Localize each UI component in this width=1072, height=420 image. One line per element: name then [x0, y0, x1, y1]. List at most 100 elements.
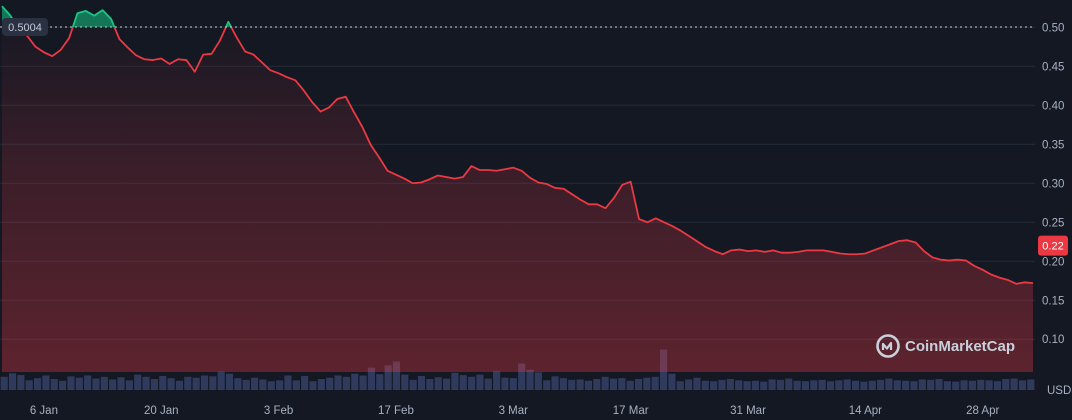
- volume-bar: [835, 380, 843, 390]
- volume-bar: [826, 381, 835, 390]
- volume-bar: [768, 379, 776, 390]
- y-tick-label: 0.10: [1042, 334, 1064, 346]
- volume-bar: [259, 379, 267, 390]
- volume-bar: [134, 374, 142, 390]
- volume-bar: [701, 380, 709, 390]
- volume-bar: [125, 380, 133, 390]
- volume-bar: [342, 376, 350, 390]
- volume-bar: [743, 381, 751, 390]
- x-tick-label: 31 Mar: [730, 405, 766, 417]
- volume-bar: [309, 381, 317, 390]
- y-tick-label: 0.15: [1042, 295, 1064, 307]
- volume-bar: [109, 379, 117, 390]
- volume-bar: [392, 361, 401, 390]
- volume-bar: [785, 378, 793, 390]
- volume-bar: [801, 381, 810, 390]
- volume-bar: [251, 377, 259, 390]
- volume-bar: [993, 381, 1002, 390]
- volume-bar: [626, 380, 634, 390]
- volume-bar: [735, 380, 743, 390]
- volume-bar: [910, 381, 918, 390]
- volume-bar: [509, 378, 517, 390]
- volume-bar: [1010, 378, 1018, 390]
- volume-bar: [968, 380, 976, 390]
- volume-bar: [676, 381, 684, 390]
- volume-bar: [902, 380, 910, 390]
- current-price-label: 0.22: [1042, 241, 1063, 253]
- y-tick-label: 0.35: [1042, 139, 1064, 151]
- volume-bar: [693, 377, 701, 390]
- volume-bar: [559, 378, 567, 390]
- area-above-reference: [2, 6, 1033, 27]
- volume-bar: [576, 379, 584, 390]
- volume-bar: [601, 376, 609, 390]
- x-axis: 6 Jan 20 Jan 3 Feb 17 Feb 3 Mar 17 Mar 31 Mar 1…: [30, 405, 1000, 417]
- price-line-below: [16, 26, 1034, 285]
- volume-bars: [0, 349, 1035, 390]
- volume-bar: [668, 373, 676, 390]
- volume-bar: [1002, 379, 1010, 390]
- volume-bar: [943, 381, 951, 390]
- volume-bar: [776, 379, 784, 390]
- volume-bar: [952, 381, 960, 390]
- y-tick-label: 0.50: [1042, 22, 1064, 34]
- y-tick-label: 0.20: [1042, 256, 1064, 268]
- x-tick-label: 20 Jan: [144, 405, 179, 417]
- volume-bar: [468, 376, 476, 390]
- volume-bar: [726, 379, 734, 390]
- volume-bar: [25, 380, 33, 390]
- volume-bar: [225, 373, 234, 390]
- volume-bar: [634, 379, 643, 390]
- volume-bar: [426, 379, 434, 390]
- volume-bar: [234, 378, 242, 390]
- volume-bar: [643, 377, 651, 390]
- volume-bar: [0, 376, 8, 390]
- volume-bar: [142, 376, 150, 390]
- x-tick-label: 28 Apr: [966, 405, 999, 417]
- volume-bar: [534, 372, 542, 390]
- volume-bar: [526, 369, 534, 390]
- volume-bar: [292, 380, 300, 390]
- volume-bar: [192, 377, 200, 390]
- volume-bar: [860, 381, 868, 390]
- area-below-reference: [2, 26, 1033, 372]
- volume-bar: [651, 376, 659, 390]
- watermark: CoinMarketCap: [876, 334, 1015, 358]
- volume-bar: [551, 376, 559, 390]
- volume-bar: [618, 378, 626, 390]
- volume-bar: [167, 378, 175, 390]
- volume-bar: [200, 375, 209, 390]
- volume-bar: [810, 380, 818, 390]
- volume-bar: [793, 380, 801, 390]
- volume-bar: [985, 380, 993, 390]
- volume-bar: [851, 380, 860, 390]
- volume-bar: [1027, 379, 1035, 390]
- y-tick-label: 0.30: [1042, 178, 1064, 190]
- volume-bar: [409, 379, 417, 390]
- volume-bar: [276, 380, 284, 390]
- reference-line-group: 0.5004: [0, 17, 1035, 36]
- volume-bar: [92, 378, 100, 390]
- volume-bar: [885, 378, 893, 390]
- volume-bar: [242, 379, 250, 390]
- volume-bar: [843, 379, 851, 390]
- volume-bar: [267, 381, 275, 390]
- volume-bar: [33, 378, 42, 390]
- volume-bar: [317, 379, 325, 390]
- watermark-brand-text: CoinMarketCap: [905, 338, 1015, 355]
- volume-bar: [918, 379, 926, 390]
- y-tick-label: 0.45: [1042, 61, 1064, 73]
- volume-bar: [159, 375, 167, 390]
- volume-bar: [367, 367, 376, 390]
- reference-label-box: [2, 17, 48, 36]
- volume-bar: [17, 375, 25, 390]
- volume-bar: [760, 381, 768, 390]
- volume-bar: [751, 380, 759, 390]
- volume-bar: [75, 377, 83, 390]
- volume-bar: [451, 372, 459, 390]
- volume-bar: [442, 378, 451, 390]
- currency-unit-label: USD: [1047, 385, 1071, 397]
- volume-bar: [476, 374, 484, 390]
- volume-bar: [484, 378, 492, 390]
